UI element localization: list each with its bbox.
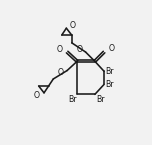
Text: Br: Br (106, 80, 114, 89)
Text: O: O (76, 45, 83, 54)
Text: O: O (57, 45, 62, 54)
Text: O: O (69, 21, 75, 30)
Text: O: O (109, 45, 115, 54)
Text: O: O (57, 68, 63, 77)
Text: Br: Br (69, 95, 77, 104)
Text: O: O (33, 91, 39, 100)
Text: Br: Br (106, 67, 114, 76)
Text: Br: Br (96, 95, 105, 104)
